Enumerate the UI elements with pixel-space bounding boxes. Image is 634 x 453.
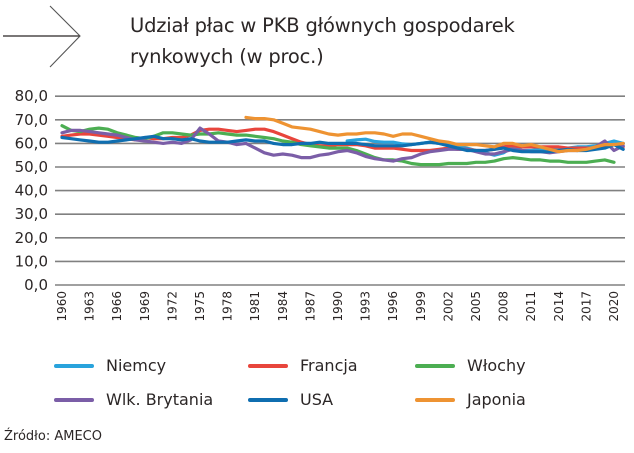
y-tick-label: 80,0 (15, 87, 48, 105)
x-tick-label: 1984 (276, 291, 290, 322)
legend-item-usa: USA (248, 390, 333, 409)
y-tick-label: 0,0 (24, 276, 48, 294)
series-line-usa (60, 134, 625, 154)
x-tick-label: 2008 (497, 291, 511, 322)
x-tick-label: 1981 (248, 291, 262, 322)
x-tick-label: 1978 (221, 291, 235, 322)
x-tick-label: 1975 (193, 291, 207, 322)
y-axis-ticks: 80,0 70,0 60,0 50,0 40,0 30,0 20,0 10,0 0,0 (15, 87, 48, 294)
x-tick-label: 2005 (469, 291, 483, 322)
legend-swatch-usa (248, 397, 288, 402)
legend-item-francja: Francja (248, 356, 358, 375)
legend-swatch-wlk-brytania (54, 397, 94, 402)
x-tick-label: 1987 (303, 291, 317, 322)
chart-title-line1: Udział płac w PKB głównych gospodarek (130, 14, 515, 37)
chart-title-line2: rynkowych (w proc.) (130, 45, 324, 68)
x-axis-ticks: 1960 1963 1966 1969 1972 1975 1978 1981 1984 1987… (55, 291, 621, 322)
x-tick-label: 1963 (83, 291, 97, 322)
legend-swatch-francja (248, 363, 288, 368)
x-tick-label: 1990 (331, 291, 345, 322)
x-tick-label: 2011 (524, 291, 538, 322)
legend-swatch-japonia (415, 397, 455, 402)
legend-label: Japonia (467, 390, 526, 409)
x-tick-label: 2002 (441, 291, 455, 322)
x-tick-label: 1969 (138, 291, 152, 322)
y-tick-label: 10,0 (15, 252, 48, 270)
y-tick-label: 30,0 (15, 205, 48, 223)
legend-item-wlk-brytania: Wlk. Brytania (54, 390, 213, 409)
legend-label: USA (300, 390, 334, 409)
legend-label: Niemcy (106, 356, 167, 375)
x-tick-label: 2017 (579, 291, 593, 322)
y-tick-label: 70,0 (15, 111, 48, 129)
x-tick-label: 1996 (386, 291, 400, 322)
legend-swatch-niemcy (54, 363, 94, 368)
series-line-japonia (244, 115, 625, 154)
gridlines (55, 95, 625, 286)
chart-title: Udział płac w PKB głównych gospodarek ry… (130, 10, 515, 72)
x-tick-label: 1999 (414, 291, 428, 322)
legend-label: Wlk. Brytania (106, 390, 214, 409)
y-tick-label: 60,0 (15, 134, 48, 152)
x-tick-label: 2020 (607, 291, 621, 322)
data-lines (60, 115, 625, 167)
arrow-right-icon (3, 5, 81, 68)
legend-item-wlochy: Włochy (415, 356, 526, 375)
legend-swatch-wlochy (415, 363, 455, 368)
y-tick-label: 20,0 (15, 229, 48, 247)
legend-item-niemcy: Niemcy (54, 356, 166, 375)
x-tick-label: 1993 (359, 291, 373, 322)
legend-label: Francja (300, 356, 358, 375)
x-tick-label: 1960 (55, 291, 69, 322)
source-note: Źródło: AMECO (4, 429, 102, 444)
line-chart: 80,0 70,0 60,0 50,0 40,0 30,0 20,0 10,0 0,0 1960… (15, 87, 625, 322)
x-tick-label: 1972 (165, 291, 179, 322)
x-tick-label: 1966 (110, 291, 124, 322)
legend-item-japonia: Japonia (415, 390, 526, 409)
legend-label: Włochy (467, 356, 526, 375)
y-tick-label: 40,0 (15, 182, 48, 200)
y-tick-label: 50,0 (15, 158, 48, 176)
x-tick-label: 2014 (552, 291, 566, 322)
